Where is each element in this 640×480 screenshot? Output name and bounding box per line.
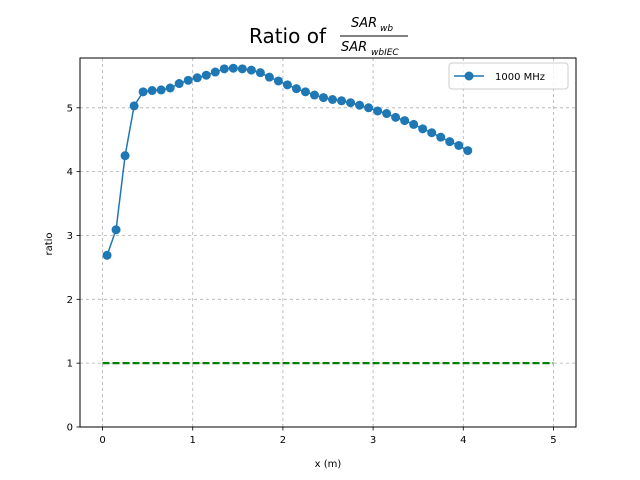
x-tick-label: 2 — [280, 435, 286, 446]
data-point — [147, 86, 157, 96]
legend: 1000 MHz — [448, 62, 569, 90]
data-point — [237, 64, 247, 74]
data-point — [156, 85, 166, 95]
x-tick-label: 3 — [370, 435, 376, 446]
legend-label: 1000 MHz — [495, 72, 545, 83]
data-point — [400, 116, 410, 126]
data-point — [201, 70, 211, 80]
data-point — [409, 119, 419, 129]
data-point — [120, 151, 130, 161]
data-point — [228, 63, 238, 73]
data-point — [337, 96, 347, 106]
data-point — [129, 101, 139, 111]
legend-box — [448, 62, 569, 90]
data-point — [436, 132, 446, 142]
data-point — [300, 87, 310, 97]
data-point — [445, 137, 455, 147]
data-point — [382, 109, 392, 119]
legend-marker-sample — [464, 71, 474, 81]
data-point — [138, 87, 148, 97]
data-point — [111, 225, 121, 235]
x-tick-label: 5 — [550, 435, 556, 446]
data-point — [318, 93, 328, 103]
data-point — [210, 67, 220, 77]
title-numerator: SAR — [351, 16, 377, 31]
y-tick-label: 3 — [67, 231, 73, 242]
y-tick-label: 0 — [67, 423, 73, 434]
data-point — [246, 65, 256, 75]
y-axis-label: ratio — [44, 232, 55, 255]
data-point — [454, 140, 464, 150]
title-denominator: SAR — [341, 40, 367, 55]
series-layer — [102, 63, 554, 365]
x-tick-label: 4 — [460, 435, 466, 446]
data-point — [264, 72, 274, 82]
title-denominator-subscript: wbIEC — [371, 48, 399, 58]
title-prefix: Ratio of — [249, 24, 327, 48]
data-point — [273, 76, 283, 86]
y-tick-label: 4 — [67, 167, 73, 178]
data-point — [427, 128, 437, 138]
x-axis-label: x (m) — [315, 459, 342, 470]
data-point — [391, 112, 401, 122]
data-point — [309, 90, 319, 100]
data-point — [328, 94, 338, 104]
title-numerator-subscript: wb — [380, 24, 393, 34]
y-tick-label: 2 — [67, 295, 73, 306]
data-point — [102, 250, 112, 260]
chart-title: Ratio of SAR wb SAR wbIEC — [249, 16, 408, 58]
plot-frame — [79, 57, 577, 428]
data-point — [219, 64, 229, 74]
ticks: 0 1 2 3 4 5 0 1 2 3 4 5 — [67, 103, 557, 446]
y-tick-label: 5 — [67, 103, 73, 114]
data-point — [291, 84, 301, 94]
data-point — [165, 83, 175, 93]
x-tick-label: 1 — [190, 435, 196, 446]
y-tick-label: 1 — [67, 359, 73, 370]
data-point — [346, 98, 356, 108]
data-point — [364, 103, 374, 113]
data-point — [183, 75, 193, 85]
data-point — [192, 73, 202, 83]
x-tick-label: 0 — [99, 435, 105, 446]
data-point — [418, 124, 428, 134]
data-point — [463, 146, 473, 156]
data-point — [282, 80, 292, 90]
data-point — [174, 79, 184, 89]
data-point — [355, 100, 365, 110]
data-point — [255, 68, 265, 78]
data-point — [373, 106, 383, 116]
